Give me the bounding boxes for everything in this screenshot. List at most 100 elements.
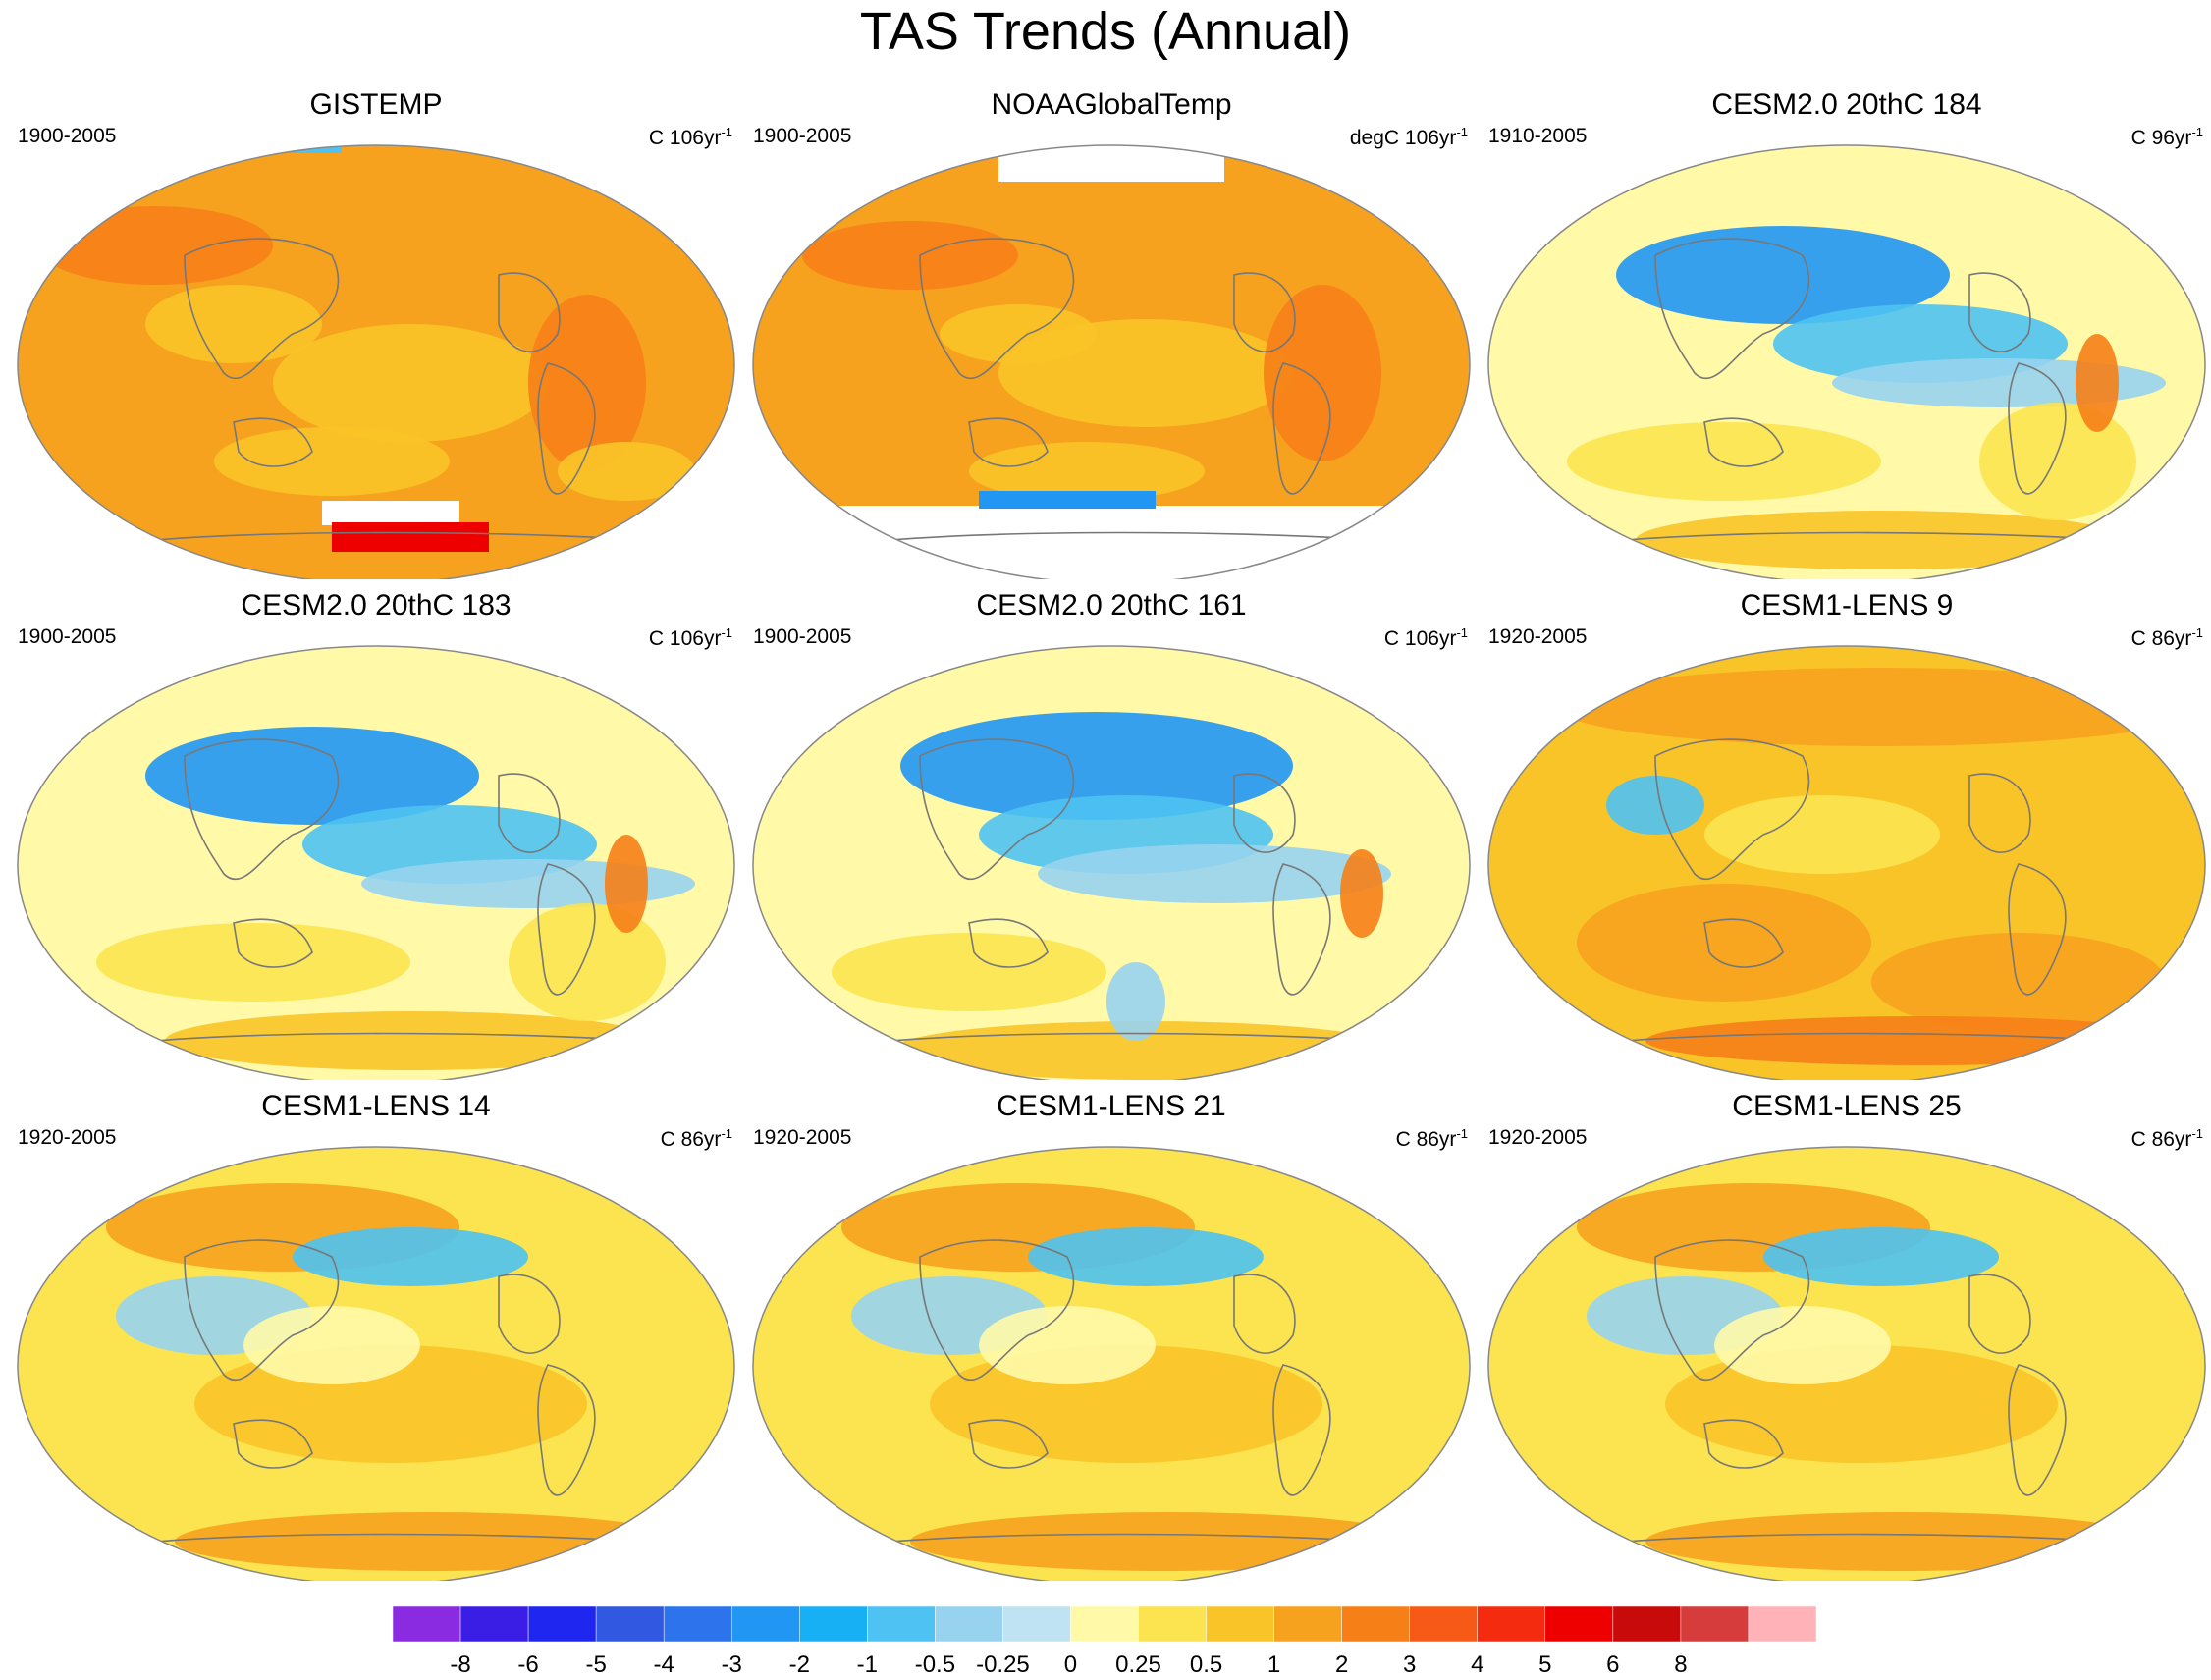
map-outline [17, 645, 735, 1080]
colorbar-tick-label: 8 [1674, 1652, 1688, 1678]
trend-contour [165, 1011, 656, 1070]
trend-contour [1106, 962, 1165, 1041]
trend-contour [979, 1306, 1156, 1384]
panel-title: CESM1-LENS 25 [1732, 1090, 1962, 1122]
units-exponent: -1 [1456, 1126, 1468, 1141]
missing-data [322, 501, 459, 525]
panel-title: CESM2.0 20thC 184 [1711, 88, 1982, 121]
panel-title: NOAAGlobalTemp [991, 88, 1232, 121]
colorbar-swatch [1206, 1606, 1274, 1642]
colorbar-tick-label: 2 [1334, 1652, 1349, 1678]
units-text: C 86yr [1395, 1128, 1457, 1151]
colorbar-tick-label: 6 [1606, 1652, 1620, 1678]
trend-contour [1577, 884, 1871, 1002]
coastline [2008, 1364, 2067, 1496]
colorbar-tick-label: -2 [788, 1652, 810, 1678]
units-text: C 106yr [648, 127, 722, 149]
coastline [2008, 863, 2067, 996]
coastline [233, 417, 313, 467]
colorbar-tick-label: 0.5 [1189, 1652, 1223, 1678]
map-panel: GISTEMP 1900-2005 C 106yr-1 [8, 88, 744, 579]
colorbar-swatch [1341, 1606, 1410, 1642]
trend-contour [1763, 1227, 1999, 1286]
coastline [968, 918, 1049, 968]
map-panel: CESM1-LENS 9 1920-2005 C 86yr-1 [1479, 589, 2211, 1080]
panel-title: GISTEMP [309, 88, 443, 121]
units-text: C 106yr [648, 627, 722, 650]
trend-contour [802, 221, 1018, 290]
panel-period: 1920-2005 [18, 1126, 117, 1149]
panel-units: C 96yr-1 [2131, 120, 2203, 151]
units-text: C 86yr [660, 1128, 722, 1151]
map-outline [752, 144, 1471, 579]
coastline [1272, 1364, 1331, 1496]
coastline [1968, 773, 2031, 853]
coastline [890, 1032, 1382, 1042]
colorbar-swatch [1612, 1606, 1682, 1642]
trend-contour [528, 295, 646, 471]
units-text: C 86yr [2130, 1128, 2192, 1151]
panel-title: CESM1-LENS 21 [997, 1090, 1226, 1122]
map-outline [752, 645, 1471, 1080]
trend-contour [1028, 1227, 1264, 1286]
coastline [1703, 1419, 1784, 1469]
panel-period: 1920-2005 [1488, 625, 1588, 648]
colorbar-swatch [1002, 1606, 1071, 1642]
trend-contour [1979, 403, 2136, 520]
units-text: C 96yr [2130, 127, 2192, 149]
trend-contour [1704, 795, 1940, 874]
units-exponent: -1 [721, 625, 732, 640]
trend-contour [969, 442, 1205, 501]
projected-map [17, 144, 735, 579]
trend-contour [1616, 226, 1950, 324]
colorbar-swatch [1409, 1606, 1479, 1642]
colorbar-tick-label: 4 [1471, 1652, 1484, 1678]
panel-period: 1900-2005 [18, 625, 117, 648]
colorbar-tick-label: 1 [1267, 1652, 1281, 1678]
colorbar-swatch [1138, 1606, 1207, 1642]
colorbar-swatch [527, 1606, 597, 1642]
units-exponent: -1 [721, 125, 732, 139]
colorbar-tick-label: -4 [653, 1652, 674, 1678]
projected-map [1487, 144, 2206, 579]
projected-map [17, 1146, 735, 1581]
trend-contour [1557, 668, 2205, 746]
colorbar [393, 1606, 1816, 1642]
coastline [1654, 238, 1810, 380]
units-exponent: -1 [2191, 125, 2203, 139]
trend-contour [214, 427, 450, 496]
coastline [919, 738, 1075, 881]
panel-period: 1910-2005 [1488, 125, 1588, 147]
coastline [968, 417, 1049, 467]
colorbar-tick-label: -1 [856, 1652, 878, 1678]
coastline [537, 863, 596, 996]
trend-contour [558, 442, 695, 501]
map-outline [17, 1146, 735, 1581]
cooling-region [979, 491, 1156, 509]
trend-contour [832, 933, 1106, 1011]
coastline [919, 238, 1075, 380]
colorbar-tick-label: -6 [517, 1652, 539, 1678]
coastline [1703, 417, 1784, 467]
coastline [1233, 773, 1296, 853]
projected-map [752, 144, 1471, 579]
panel-title: CESM1-LENS 14 [261, 1090, 491, 1122]
trend-contour [96, 923, 410, 1002]
panel-units: C 106yr-1 [1384, 621, 1468, 652]
colorbar-swatch [1748, 1606, 1816, 1642]
map-panel: CESM1-LENS 21 1920-2005 C 86yr-1 [743, 1090, 1480, 1581]
panel-units: degC 106yr-1 [1350, 120, 1468, 151]
trend-contour [273, 324, 548, 442]
coastline [184, 1239, 340, 1382]
colorbar-swatch [1070, 1606, 1139, 1642]
colorbar-tick-label: 5 [1538, 1652, 1552, 1678]
units-text: C 86yr [2130, 627, 2192, 650]
map-panel: CESM2.0 20thC 161 1900-2005 C 106yr-1 [743, 589, 1480, 1080]
coastline [498, 272, 561, 352]
trend-contour [910, 1512, 1421, 1571]
panel-period: 1900-2005 [753, 625, 852, 648]
map-outline [1487, 1146, 2206, 1581]
panel-units: C 86yr-1 [1396, 1121, 1468, 1153]
trend-contour [175, 1512, 685, 1571]
colorbar-swatch [935, 1606, 1003, 1642]
